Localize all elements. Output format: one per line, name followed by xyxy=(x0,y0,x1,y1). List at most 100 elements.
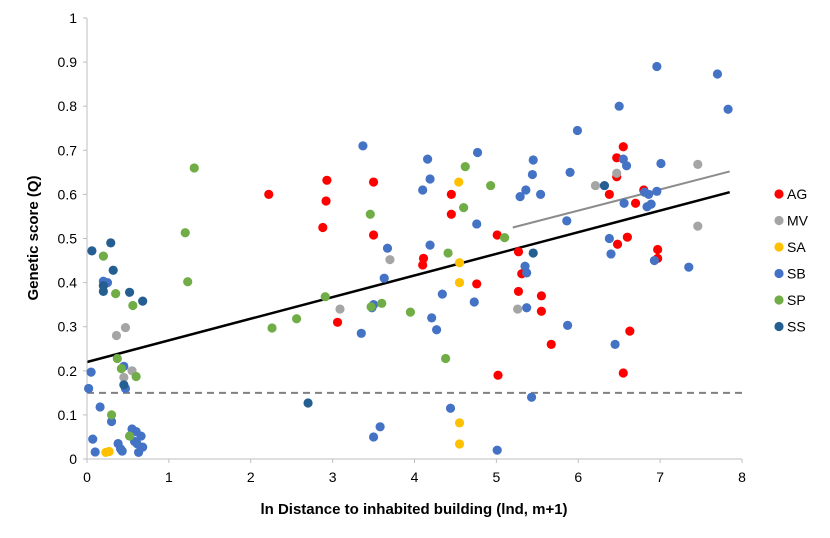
data-point-sp xyxy=(267,323,277,333)
data-point-sb xyxy=(469,297,479,307)
legend-label: SP xyxy=(787,292,806,308)
data-point-sp xyxy=(459,203,469,213)
data-point-ag xyxy=(618,142,628,152)
data-point-sb xyxy=(88,434,98,444)
data-point-sb xyxy=(656,158,666,169)
data-point-sb xyxy=(619,198,629,208)
data-point-ag xyxy=(264,189,274,199)
data-point-ag xyxy=(318,222,328,233)
data-point-ag xyxy=(604,189,614,199)
y-tick-label: 0.2 xyxy=(58,363,78,379)
data-point-sb xyxy=(423,154,433,164)
data-point-sp xyxy=(405,307,416,317)
data-point-sb xyxy=(427,313,437,323)
legend: AG MV SA SB SP SS xyxy=(774,186,809,335)
data-point-ag xyxy=(418,253,429,263)
data-point-ag xyxy=(321,196,331,206)
data-point-mv xyxy=(590,180,601,191)
data-point-ag xyxy=(472,279,482,289)
data-point-mv xyxy=(111,330,122,341)
legend-marker xyxy=(774,215,784,226)
data-point-sb xyxy=(606,249,616,259)
data-point-sb xyxy=(437,289,447,299)
data-point-sb xyxy=(515,192,525,202)
data-point-sb xyxy=(117,446,127,456)
data-point-ss xyxy=(528,248,538,258)
y-tick-label: 0.9 xyxy=(58,54,78,70)
data-point-sb xyxy=(522,303,532,313)
data-point-ag xyxy=(492,230,502,240)
legend-marker xyxy=(774,321,784,332)
data-point-ag xyxy=(546,339,556,349)
data-point-sb xyxy=(136,431,146,441)
legend-label: AG xyxy=(787,186,807,202)
data-point-sb xyxy=(379,273,389,283)
series-sb xyxy=(84,61,733,457)
data-point-sb xyxy=(652,186,662,196)
x-axis-title: ln Distance to inhabited building (lnd, … xyxy=(260,501,567,518)
data-point-sp xyxy=(441,353,451,364)
data-point-sb xyxy=(535,189,546,199)
x-tick-label: 0 xyxy=(83,469,91,485)
y-tick-label: 0.8 xyxy=(58,98,78,114)
data-point-sb xyxy=(84,383,94,394)
y-tick-label: 0.1 xyxy=(58,407,78,423)
data-point-ag xyxy=(446,209,456,219)
data-point-sp xyxy=(443,248,453,258)
legend-item-mv: MV xyxy=(774,213,809,229)
data-point-sb xyxy=(526,392,537,402)
data-point-sb xyxy=(368,432,379,442)
data-point-sb xyxy=(684,262,694,272)
legend-item-ag: AG xyxy=(774,186,807,202)
legend-label: SS xyxy=(787,319,806,335)
trendline-layer xyxy=(86,170,731,364)
data-point-sb xyxy=(527,169,538,180)
data-point-sb xyxy=(86,367,96,377)
legend-item-ss: SS xyxy=(774,319,806,335)
data-point-sp xyxy=(183,277,193,287)
y-axis-title: Genetic score (Q) xyxy=(25,175,42,300)
data-point-sb xyxy=(90,447,100,457)
data-point-sb xyxy=(138,442,148,452)
data-point-sb xyxy=(649,255,659,266)
data-point-ss xyxy=(119,380,129,390)
data-point-ag xyxy=(625,326,635,336)
data-point-sb xyxy=(95,402,105,412)
data-point-ag xyxy=(630,198,641,208)
y-tick-label: 0.4 xyxy=(58,275,78,291)
data-point-sb xyxy=(492,445,502,455)
axis-layer: 0 0.1 0.2 0.3 0.4 0.5 0.6 0.7 0.8 0.9 1 0 1 2 3 4 5 6 7 8 xyxy=(58,10,747,485)
data-point-ag xyxy=(653,244,663,255)
legend-marker xyxy=(774,268,784,279)
data-point-ss xyxy=(303,398,313,408)
data-point-ag xyxy=(536,306,547,316)
data-point-sb xyxy=(712,69,723,79)
series-ss xyxy=(87,180,610,408)
data-point-ag xyxy=(622,232,632,242)
data-point-ss xyxy=(87,246,97,256)
data-point-sp xyxy=(111,289,121,299)
data-point-sp xyxy=(377,298,387,308)
data-point-mv xyxy=(612,168,622,178)
data-point-sb xyxy=(528,155,538,165)
y-tick-label: 0.6 xyxy=(58,186,78,202)
data-point-sb xyxy=(565,167,575,177)
data-point-ss xyxy=(138,296,148,306)
data-point-mv xyxy=(335,304,345,314)
data-point-sp xyxy=(106,410,117,420)
data-point-sb xyxy=(652,61,662,72)
data-point-ag xyxy=(612,239,623,249)
data-point-sp xyxy=(320,292,330,302)
legend-item-sa: SA xyxy=(774,239,806,255)
x-tick-label: 8 xyxy=(738,469,746,485)
data-point-ss xyxy=(98,281,108,291)
data-point-sa xyxy=(454,418,465,428)
data-point-ss xyxy=(108,265,118,275)
x-tick-label: 7 xyxy=(656,469,664,485)
series-sa xyxy=(101,177,465,457)
data-point-mv xyxy=(385,255,395,265)
data-point-ss xyxy=(599,180,610,191)
legend-label: MV xyxy=(787,213,809,229)
